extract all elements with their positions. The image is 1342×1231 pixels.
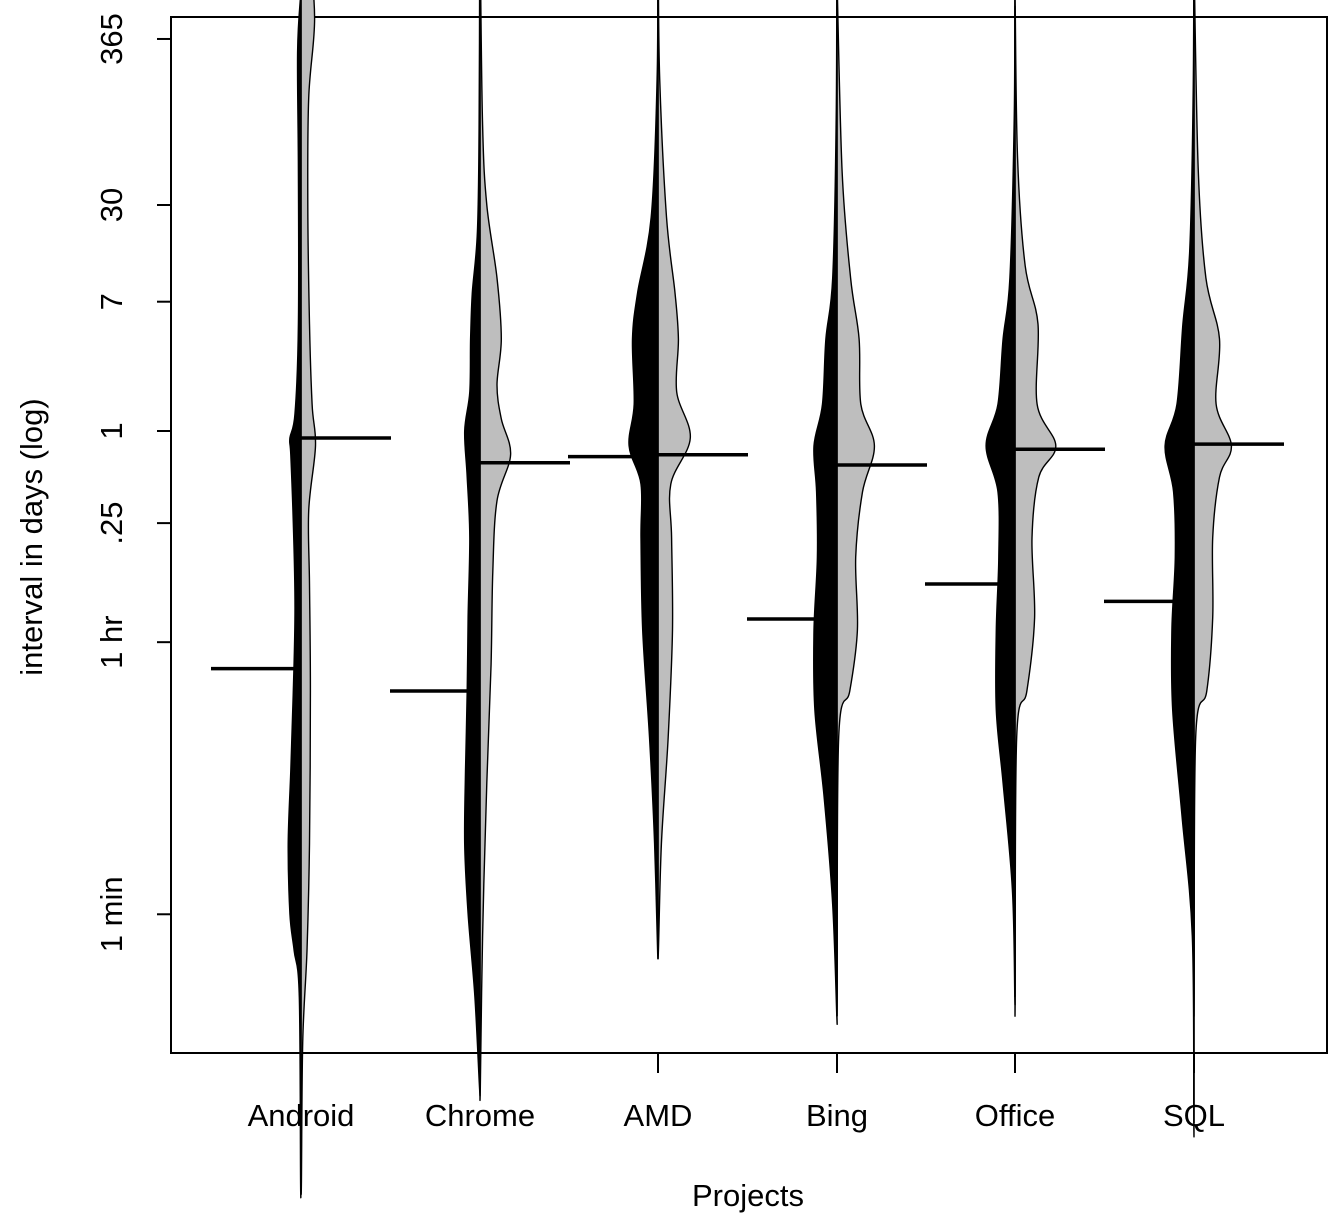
x-tick-label: SQL [1163,1098,1225,1133]
violin-android-left-half [287,0,302,1199]
violin-office-left-half [985,0,1016,1006]
x-tick-label: AMD [624,1098,693,1133]
violin-sql-left-half [1164,0,1195,1138]
x-tick-label: Chrome [425,1098,535,1133]
y-tick-label: 1 min [94,876,129,952]
y-tick-label: 365 [94,13,129,65]
violin-amd-right-half [657,0,692,960]
y-tick-label: .25 [94,502,129,545]
violin-bing-right-half [836,0,876,1017]
violin-chrome-left-half [463,0,481,1097]
y-tick-label: 30 [94,188,129,222]
violin-bing-left-half [812,0,838,1025]
violin-chrome-right-half [479,0,512,1102]
violin-sql-right-half [1193,0,1233,1017]
y-tick-label: 1 [94,422,129,439]
plot-frame [170,16,1328,1054]
violin-group [287,0,1233,1199]
x-axis: Android Chrome AMD Bing Office SQL [248,1053,1225,1133]
y-axis-title: interval in days (log) [14,398,49,675]
x-tick-label: Office [975,1098,1055,1133]
y-tick-label: 7 [94,293,129,310]
violin-android-right-half [300,0,317,1195]
violin-amd-left-half [628,0,659,960]
median-lines [211,436,1284,693]
x-tick-label: Bing [806,1098,868,1133]
y-tick-label: 1 hr [94,615,129,668]
x-tick-label: Android [248,1098,355,1133]
x-axis-title: Projects [692,1178,804,1213]
violin-office-right-half [1014,0,1057,1017]
y-axis: 1 min 1 hr .25 1 7 30 365 [94,13,171,952]
